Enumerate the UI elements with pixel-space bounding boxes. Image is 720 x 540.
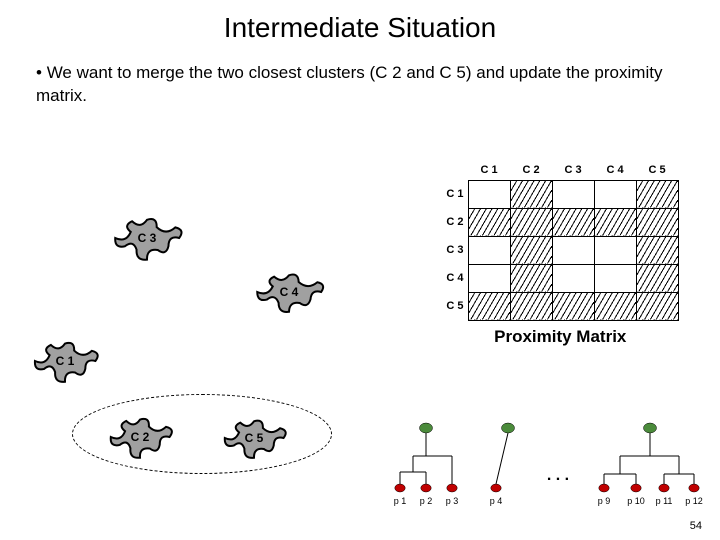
- matrix-row-header: C 1: [442, 180, 468, 208]
- matrix-cell: [552, 264, 594, 292]
- matrix-cell: [636, 292, 678, 320]
- svg-text:p 3: p 3: [446, 496, 459, 506]
- slide-title: Intermediate Situation: [0, 0, 720, 44]
- matrix-row-header: C 3: [442, 236, 468, 264]
- page-number: 54: [690, 520, 702, 532]
- cluster-c3: C 3: [110, 214, 184, 262]
- svg-text:p 10: p 10: [627, 496, 645, 506]
- matrix-col-header: C 4: [594, 162, 636, 180]
- matrix-caption: Proximity Matrix: [442, 327, 679, 347]
- matrix-cell: [594, 208, 636, 236]
- cluster-label: C 3: [138, 231, 157, 245]
- matrix-cell: [510, 180, 552, 208]
- svg-text:p 9: p 9: [598, 496, 611, 506]
- matrix-cell: [636, 180, 678, 208]
- matrix-cell: [636, 264, 678, 292]
- cluster-c4: C 4: [252, 270, 326, 314]
- matrix-row-header: C 4: [442, 264, 468, 292]
- matrix-cell: [552, 180, 594, 208]
- matrix-col-header: C 1: [468, 162, 510, 180]
- matrix-cell: [510, 292, 552, 320]
- matrix-cell: [594, 180, 636, 208]
- matrix-cell: [510, 264, 552, 292]
- matrix-cell: [468, 264, 510, 292]
- matrix-row-header: C 5: [442, 292, 468, 320]
- matrix-cell: [594, 264, 636, 292]
- svg-text:p 11: p 11: [656, 496, 673, 506]
- svg-text:p 2: p 2: [420, 496, 433, 506]
- matrix-cell: [594, 292, 636, 320]
- matrix-cell: [468, 180, 510, 208]
- merge-ellipse: [72, 394, 332, 474]
- matrix-cell: [468, 292, 510, 320]
- proximity-matrix: C 1C 2C 3C 4C 5C 1C 2C 3C 4C 5 Proximity…: [442, 162, 679, 347]
- matrix-cell: [636, 208, 678, 236]
- matrix-cell: [468, 208, 510, 236]
- cluster-c1: C 1: [30, 338, 100, 384]
- matrix-cell: [552, 208, 594, 236]
- matrix-cell: [552, 236, 594, 264]
- slide-bullet: We want to merge the two closest cluster…: [0, 44, 720, 108]
- svg-text:p 12: p 12: [685, 496, 703, 506]
- matrix-col-header: C 3: [552, 162, 594, 180]
- dendrogram: p 1 p 2 p 3 p 4 p 9 p 10 p 11 p 12 . . .: [386, 416, 716, 516]
- svg-text:p 4: p 4: [490, 496, 503, 506]
- svg-text:p 1: p 1: [394, 496, 407, 506]
- matrix-cell: [594, 236, 636, 264]
- matrix-cell: [468, 236, 510, 264]
- svg-text:. . .: . . .: [547, 467, 569, 484]
- matrix-cell: [552, 292, 594, 320]
- matrix-cell: [636, 236, 678, 264]
- cluster-label: C 1: [56, 354, 75, 368]
- matrix-col-header: C 2: [510, 162, 552, 180]
- cluster-label: C 4: [280, 285, 299, 299]
- matrix-col-header: C 5: [636, 162, 678, 180]
- matrix-cell: [510, 208, 552, 236]
- matrix-row-header: C 2: [442, 208, 468, 236]
- matrix-cell: [510, 236, 552, 264]
